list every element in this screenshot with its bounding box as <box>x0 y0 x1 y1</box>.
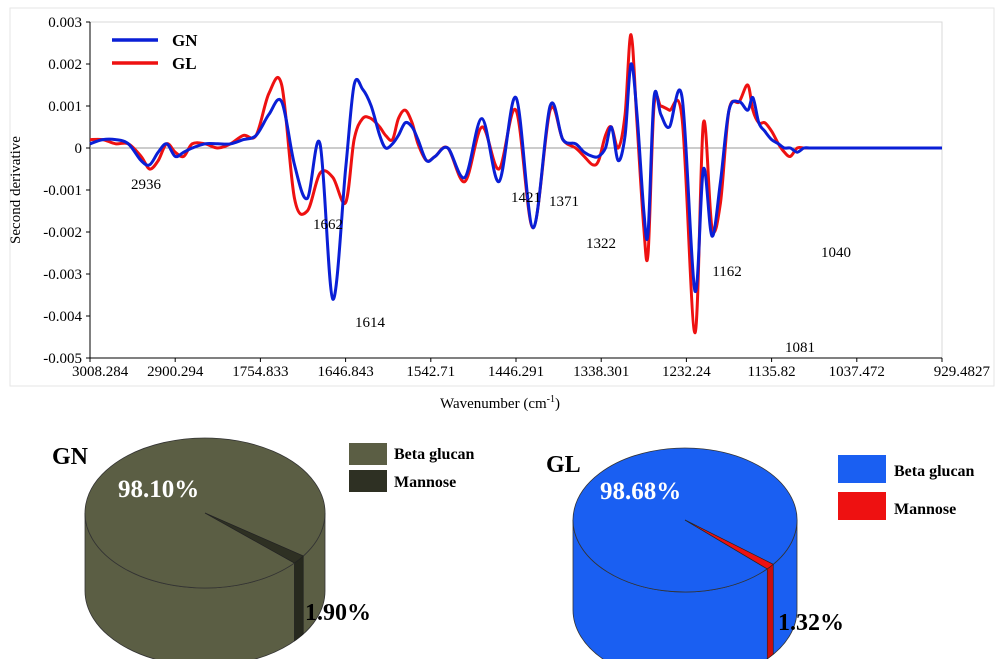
y-tick-label: -0.003 <box>43 267 82 283</box>
x-tick-label: 1542.71 <box>406 364 455 380</box>
pie-value-mannose-gn: 1.90% <box>305 600 371 626</box>
x-tick-label: 1232.24 <box>662 364 711 380</box>
pie-title-gn: GN <box>52 444 89 470</box>
series-line-gn <box>89 62 942 301</box>
y-axis-label: Second derivative <box>8 136 24 244</box>
legend-label-beta-glucan-gn: Beta glucan <box>394 446 475 463</box>
x-tick-label: 2900.294 <box>147 364 204 380</box>
pie-side-mannose-gn <box>294 555 304 642</box>
derivative-spectrum-chart: 0.003 0.002 0.001 0 -0.001 -0.002 -0.003 -0.004… <box>8 7 995 412</box>
peak-label-1081: 1081 <box>785 340 815 356</box>
peak-label-2936: 2936 <box>131 177 162 193</box>
y-tick-label: -0.004 <box>43 309 82 325</box>
y-tick-label: -0.001 <box>43 183 82 199</box>
y-tick-label: -0.002 <box>43 225 82 241</box>
legend-label-mannose-gl: Mannose <box>894 501 956 518</box>
legend-label-beta-glucan-gl: Beta glucan <box>894 463 975 480</box>
legend-swatch-beta-glucan-gn <box>349 443 387 465</box>
line-legend: GN GL <box>112 31 198 73</box>
x-tick-label: 1338.301 <box>573 364 629 380</box>
peak-label-1421: 1421 <box>511 190 541 206</box>
x-axis-label: Wavenumber (cm-1) <box>440 394 560 412</box>
pie-slice-mannose-gn <box>204 512 304 564</box>
x-tick-label: 1446.291 <box>488 364 544 380</box>
legend-label-gn: GN <box>172 31 198 50</box>
pie-slice-mannose-gl <box>684 519 774 570</box>
x-tick-label: 3008.284 <box>72 364 129 380</box>
peak-label-1371: 1371 <box>549 194 579 210</box>
pie-chart-gl: GL 98.68% 1.32% Beta glucan Mannose <box>546 447 975 664</box>
y-tick-label: 0.002 <box>48 57 82 73</box>
x-axis-label-sup: -1 <box>547 394 555 405</box>
pie-value-mannose-gl: 1.32% <box>778 610 844 636</box>
x-tick-label: 1135.82 <box>747 364 795 380</box>
peak-label-1662: 1662 <box>313 217 343 233</box>
x-tick-label: 1646.843 <box>317 364 373 380</box>
plot-area <box>89 21 943 359</box>
x-tick-label: 1037.472 <box>829 364 885 380</box>
x-axis-label-end: ) <box>555 396 560 412</box>
y-tick-label: 0 <box>75 141 83 157</box>
pie-chart-gn: GN 98.10% 1.90% Beta glucan Mannose <box>52 437 475 664</box>
legend-swatch-beta-glucan-gl <box>838 455 886 483</box>
chart-frame <box>9 7 995 387</box>
x-tick-label: 1754.833 <box>232 364 288 380</box>
series-group <box>89 33 942 335</box>
x-axis-label-main: Wavenumber (cm <box>440 396 547 412</box>
peak-label-1040: 1040 <box>821 245 851 261</box>
pie-value-beta-glucan-gl: 98.68% <box>600 478 681 505</box>
peak-label-1614: 1614 <box>355 315 386 331</box>
y-tick-label: -0.005 <box>43 351 82 367</box>
legend-swatch-mannose-gn <box>349 470 387 492</box>
x-ticks: 3008.284 2900.294 1754.833 1646.843 1542.71 1… <box>72 358 991 380</box>
pie-side-mannose-gl <box>766 563 774 660</box>
y-tick-label: 0.003 <box>48 15 82 31</box>
peak-label-1322: 1322 <box>586 236 616 252</box>
legend-label-mannose-gn: Mannose <box>394 474 456 491</box>
peak-annotations: 2936 1662 1614 1421 1371 1322 1162 1081 … <box>131 177 851 356</box>
legend-label-gl: GL <box>172 54 197 73</box>
pie-value-beta-glucan-gn: 98.10% <box>118 476 199 503</box>
y-tick-label: 0.001 <box>48 99 82 115</box>
x-tick-label: 929.4827 <box>934 364 991 380</box>
y-ticks: 0.003 0.002 0.001 0 -0.001 -0.002 -0.003 -0.004… <box>43 15 90 367</box>
pie-title-gl: GL <box>546 452 581 478</box>
legend-swatch-mannose-gl <box>838 492 886 520</box>
peak-label-1162: 1162 <box>712 264 741 280</box>
